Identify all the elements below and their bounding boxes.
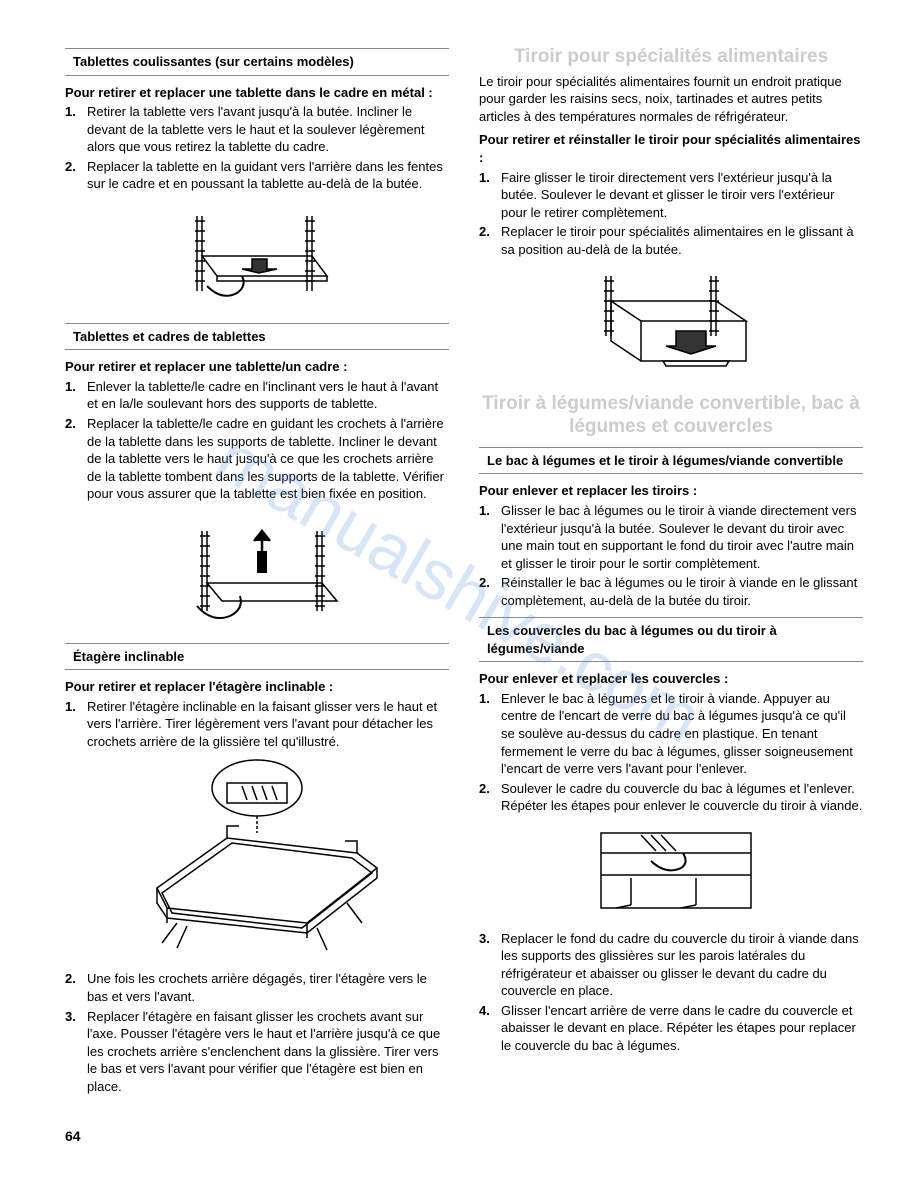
section-heading: Les couvercles du bac à légumes ou du ti… <box>479 617 863 662</box>
instruction-list: 1.Retirer l'étagère inclinable en la fai… <box>65 698 449 751</box>
list-text: Retirer la tablette vers l'avant jusqu'à… <box>87 103 449 156</box>
list-item: 3.Replacer l'étagère en faisant glisser … <box>65 1008 449 1096</box>
list-num: 1. <box>479 690 501 778</box>
list-text: Replacer la tablette/le cadre en guidant… <box>87 415 449 503</box>
subheading: Pour enlever et replacer les tiroirs : <box>479 482 863 500</box>
instruction-list: 1.Enlever le bac à légumes et le tiroir … <box>479 690 863 815</box>
cover-illustration <box>479 823 863 918</box>
list-text: Réinstaller le bac à légumes ou le tiroi… <box>501 574 863 609</box>
list-text: Glisser l'encart arrière de verre dans l… <box>501 1002 863 1055</box>
heading-text: Les couvercles du bac à légumes ou du ti… <box>479 622 863 657</box>
section-title: Tiroir pour spécialités alimentaires <box>479 46 863 69</box>
list-text: Enlever la tablette/le cadre en l'inclin… <box>87 378 449 413</box>
instruction-list: 1.Retirer la tablette vers l'avant jusqu… <box>65 103 449 193</box>
heading-text: Étagère inclinable <box>65 648 449 666</box>
list-text: Replacer le fond du cadre du couvercle d… <box>501 930 863 1000</box>
subheading: Pour retirer et replacer une tablette da… <box>65 84 449 102</box>
list-item: 4.Glisser l'encart arrière de verre dans… <box>479 1002 863 1055</box>
page-number: 64 <box>65 1127 863 1146</box>
list-num: 2. <box>479 574 501 609</box>
subheading: Pour enlever et replacer les couvercles … <box>479 670 863 688</box>
section-heading: Le bac à légumes et le tiroir à légumes/… <box>479 447 863 475</box>
list-text: Replacer le tiroir pour spécialités alim… <box>501 223 863 258</box>
section-heading: Étagère inclinable <box>65 643 449 671</box>
list-num: 1. <box>479 169 501 222</box>
list-item: 1.Retirer la tablette vers l'avant jusqu… <box>65 103 449 156</box>
list-text: Glisser le bac à légumes ou le tiroir à … <box>501 502 863 572</box>
list-num: 3. <box>65 1008 87 1096</box>
list-num: 2. <box>479 223 501 258</box>
list-item: 2.Une fois les crochets arrière dégagés,… <box>65 970 449 1005</box>
list-num: 4. <box>479 1002 501 1055</box>
list-text: Replacer la tablette en la guidant vers … <box>87 158 449 193</box>
list-text: Une fois les crochets arrière dégagés, t… <box>87 970 449 1005</box>
list-text: Soulever le cadre du couvercle du bac à … <box>501 780 863 815</box>
list-item: 2.Replacer la tablette/le cadre en guida… <box>65 415 449 503</box>
left-column: Tablettes coulissantes (sur certains mod… <box>65 40 449 1103</box>
list-item: 1.Retirer l'étagère inclinable en la fai… <box>65 698 449 751</box>
instruction-list: 3.Replacer le fond du cadre du couvercle… <box>479 930 863 1055</box>
subheading: Pour retirer et réinstaller le tiroir po… <box>479 131 863 166</box>
section-heading: Tablettes et cadres de tablettes <box>65 323 449 351</box>
section-title: Tiroir à légumes/viande convertible, bac… <box>479 393 863 439</box>
list-text: Faire glisser le tiroir directement vers… <box>501 169 863 222</box>
list-item: 2.Replacer la tablette en la guidant ver… <box>65 158 449 193</box>
instruction-list: 2.Une fois les crochets arrière dégagés,… <box>65 970 449 1095</box>
page-columns: Tablettes coulissantes (sur certains mod… <box>65 40 863 1103</box>
list-num: 1. <box>479 502 501 572</box>
list-text: Replacer l'étagère en faisant glisser le… <box>87 1008 449 1096</box>
list-num: 3. <box>479 930 501 1000</box>
heading-text: Le bac à légumes et le tiroir à légumes/… <box>479 452 863 470</box>
list-num: 2. <box>65 970 87 1005</box>
list-item: 1.Glisser le bac à légumes ou le tiroir … <box>479 502 863 572</box>
intro-text: Le tiroir pour spécialités alimentaires … <box>479 73 863 126</box>
list-item: 2.Réinstaller le bac à légumes ou le tir… <box>479 574 863 609</box>
list-item: 2.Replacer le tiroir pour spécialités al… <box>479 223 863 258</box>
list-num: 2. <box>65 415 87 503</box>
right-column: Tiroir pour spécialités alimentaires Le … <box>479 40 863 1103</box>
list-num: 1. <box>65 698 87 751</box>
shelf-frame-illustration <box>65 511 449 631</box>
list-num: 1. <box>65 378 87 413</box>
list-num: 2. <box>479 780 501 815</box>
list-item: 2.Soulever le cadre du couvercle du bac … <box>479 780 863 815</box>
heading-text: Tablettes et cadres de tablettes <box>65 328 449 346</box>
section-heading: Tablettes coulissantes (sur certains mod… <box>65 48 449 76</box>
shelf-illustration <box>65 201 449 311</box>
list-num: 2. <box>65 158 87 193</box>
subheading: Pour retirer et replacer l'étagère incli… <box>65 678 449 696</box>
tilt-shelf-illustration <box>65 758 449 958</box>
list-item: 1.Enlever la tablette/le cadre en l'incl… <box>65 378 449 413</box>
list-text: Enlever le bac à légumes et le tiroir à … <box>501 690 863 778</box>
list-item: 3.Replacer le fond du cadre du couvercle… <box>479 930 863 1000</box>
subheading: Pour retirer et replacer une tablette/un… <box>65 358 449 376</box>
list-num: 1. <box>65 103 87 156</box>
instruction-list: 1.Enlever la tablette/le cadre en l'incl… <box>65 378 449 503</box>
instruction-list: 1.Glisser le bac à légumes ou le tiroir … <box>479 502 863 609</box>
heading-text: Tablettes coulissantes (sur certains mod… <box>65 53 449 71</box>
drawer-illustration <box>479 266 863 381</box>
list-item: 1.Faire glisser le tiroir directement ve… <box>479 169 863 222</box>
list-text: Retirer l'étagère inclinable en la faisa… <box>87 698 449 751</box>
instruction-list: 1.Faire glisser le tiroir directement ve… <box>479 169 863 259</box>
list-item: 1.Enlever le bac à légumes et le tiroir … <box>479 690 863 778</box>
